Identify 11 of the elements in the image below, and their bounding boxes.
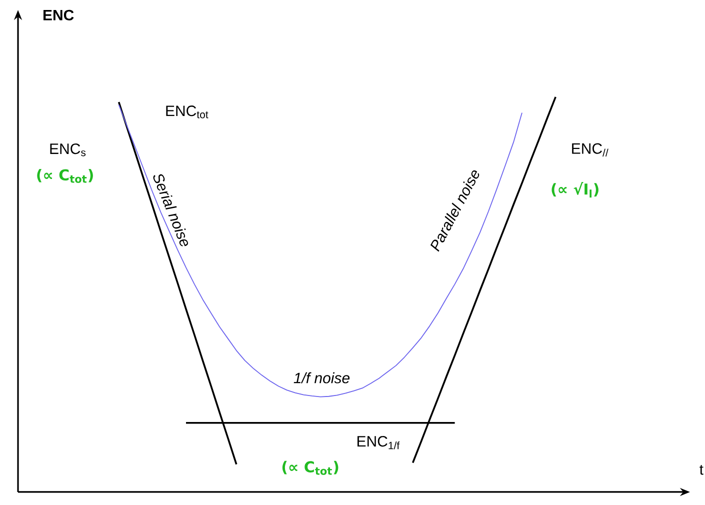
text: (∝ C$_{tot}$) xyxy=(37,168,93,183)
annotation: Serial noise xyxy=(153,174,188,246)
series-label: ENC$_{1/f}$ xyxy=(357,436,400,450)
annotation: (∝ C$_{tot}$) xyxy=(282,460,338,475)
text: ENC xyxy=(43,10,74,20)
annotation: (∝ √I$_{l}$) xyxy=(552,182,598,198)
annotation: 1/f noise xyxy=(294,372,350,384)
text: ENC$_{tot}$ xyxy=(166,106,208,118)
text: ENC$_{//}$ xyxy=(572,143,608,156)
text: ENC$_{s}$ xyxy=(50,143,86,156)
text: t xyxy=(700,464,704,475)
